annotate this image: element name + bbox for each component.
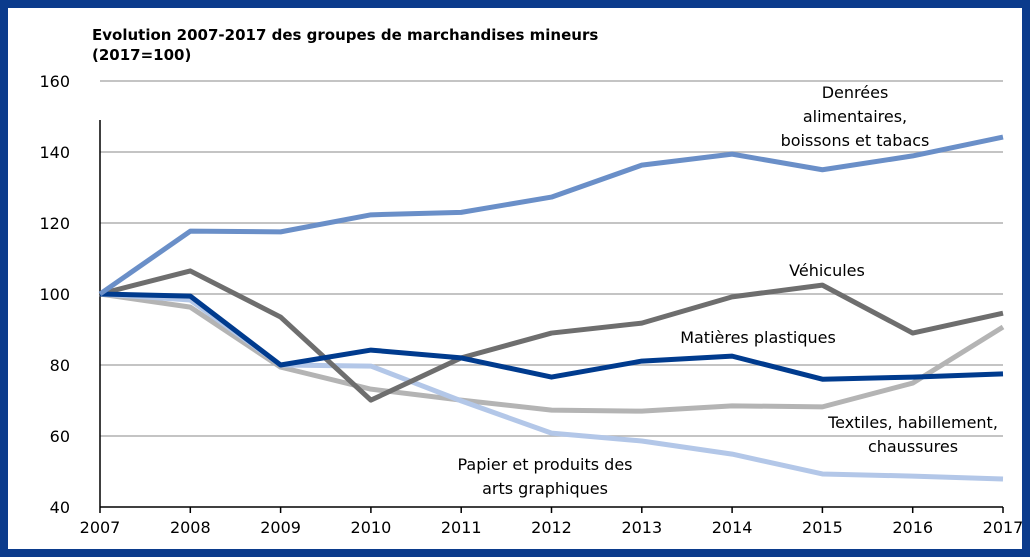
x-tick-label: 2007 (80, 518, 121, 537)
series-label: Denrées alimentaires, boissons et tabacs (781, 83, 930, 150)
y-tick-label: 120 (39, 214, 70, 233)
x-tick-label: 2017 (983, 518, 1024, 537)
y-tick-label: 160 (39, 72, 70, 91)
x-tick-label: 2015 (802, 518, 843, 537)
y-tick-label: 100 (39, 285, 70, 304)
series-label: Matières plastiques (680, 328, 836, 347)
y-tick-label: 80 (50, 356, 70, 375)
x-tick-label: 2008 (170, 518, 211, 537)
panel (8, 8, 1022, 549)
x-tick-label: 2016 (892, 518, 933, 537)
y-tick-label: 40 (50, 498, 70, 517)
x-tick-label: 2014 (712, 518, 753, 537)
y-tick-label: 140 (39, 143, 70, 162)
series-line (98, 134, 1004, 297)
x-tick-label: 2012 (531, 518, 572, 537)
x-tick-label: 2009 (260, 518, 301, 537)
x-tick-label: 2013 (621, 518, 662, 537)
series-label: Textiles, habillement, chaussures (827, 413, 998, 456)
x-tick-label: 2010 (351, 518, 392, 537)
y-tick-label: 60 (50, 427, 70, 446)
series-label: Véhicules (789, 261, 865, 280)
x-tick-label: 2011 (441, 518, 482, 537)
series-label: Papier et produits des arts graphiques (458, 455, 633, 498)
series-line (99, 291, 1005, 414)
series-line (99, 268, 1004, 403)
series-line (99, 291, 1004, 382)
chart-subtitle: (2017=100) (92, 46, 191, 64)
chart-title: Evolution 2007-2017 des groupes de march… (92, 26, 598, 44)
